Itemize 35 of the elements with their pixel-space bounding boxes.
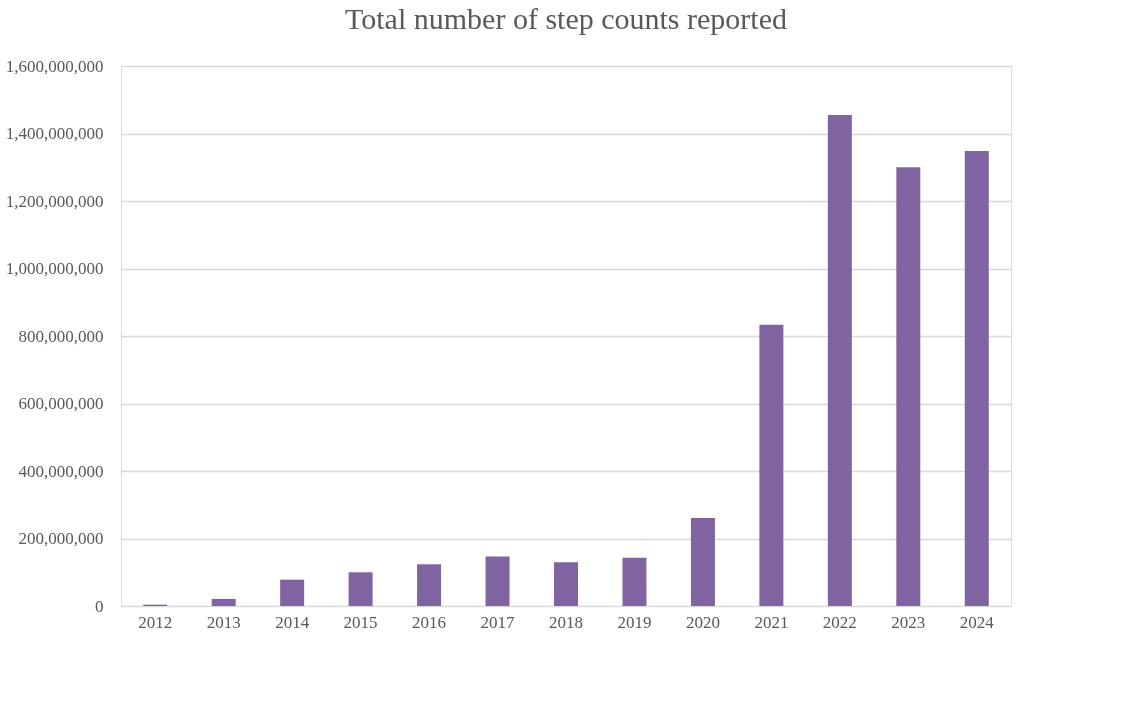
bar [690, 517, 715, 606]
y-tick-label: 800,000,000 [18, 326, 104, 346]
x-tick-label: 2023 [891, 612, 926, 632]
y-tick-label: 0 [95, 596, 104, 616]
x-tick-label: 2016 [412, 612, 447, 632]
x-tick-label: 2014 [275, 612, 310, 632]
bar [280, 579, 305, 606]
chart-title: Total number of step counts reported [345, 2, 787, 35]
x-tick-label: 2020 [685, 612, 720, 632]
x-tick-label: 2024 [959, 612, 995, 632]
y-tick-label: 1,400,000,000 [5, 124, 104, 143]
bar [964, 151, 989, 606]
x-tick-label: 2017 [480, 612, 516, 632]
bar [896, 167, 921, 606]
bar [211, 598, 236, 606]
y-tick-label: 600,000,000 [18, 394, 104, 413]
bar [554, 562, 578, 606]
y-tick-label: 1,000,000,000 [5, 259, 104, 278]
bar [622, 557, 647, 606]
bar [827, 114, 852, 606]
x-tick-label: 2012 [138, 612, 173, 632]
y-tick-label: 1,600,000,000 [5, 56, 104, 76]
bar [485, 556, 510, 606]
x-tick-label: 2019 [617, 612, 652, 632]
y-tick-label: 400,000,000 [18, 461, 104, 481]
x-tick-label: 2021 [754, 612, 789, 632]
bar [348, 572, 373, 606]
x-tick-label: 2013 [206, 612, 241, 632]
bar [759, 324, 784, 606]
bar [417, 564, 442, 606]
x-tick-label: 2022 [822, 612, 857, 632]
y-tick-label: 1,200,000,000 [5, 191, 104, 211]
x-tick-label: 2018 [549, 612, 583, 632]
x-tick-label: 2015 [343, 612, 378, 632]
y-tick-label: 200,000,000 [18, 529, 104, 548]
